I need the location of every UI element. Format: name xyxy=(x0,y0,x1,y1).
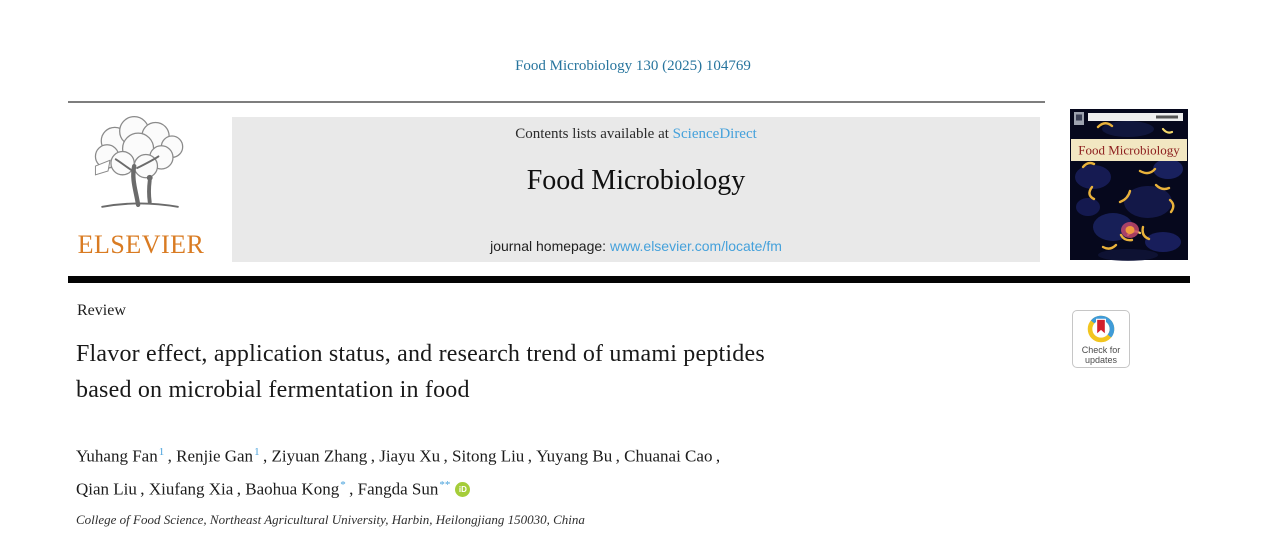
contents-text: Contents lists available at xyxy=(515,126,673,142)
author-name: Qian Liu xyxy=(76,479,137,499)
article-title-line2: based on microbial fermentation in food xyxy=(76,377,470,403)
author-footnote-mark[interactable]: 1 xyxy=(254,446,260,458)
homepage-link[interactable]: www.elsevier.com/locate/fm xyxy=(609,238,782,254)
article-title-line1: Flavor effect, application status, and r… xyxy=(76,341,765,367)
author-name: Chuanai Cao xyxy=(624,446,713,466)
cover-title-banner xyxy=(1071,139,1187,161)
author-name: Sitong Liu xyxy=(452,446,525,466)
cover-title-text: Food Microbiology xyxy=(1078,143,1180,158)
cover-top-strip xyxy=(1088,113,1183,121)
sciencedirect-link[interactable]: ScienceDirect xyxy=(672,126,757,142)
journal-title: Food Microbiology xyxy=(526,165,746,196)
check-updates-icon xyxy=(1087,315,1115,342)
elsevier-logo[interactable]: ELSEVIER xyxy=(74,110,208,260)
author-name: Yuhang Fan xyxy=(76,446,158,466)
author-name: Baohua Kong xyxy=(245,479,340,499)
author-name: Ziyuan Zhang xyxy=(271,446,368,466)
cover-texture xyxy=(1075,121,1183,261)
author-name: Jiayu Xu xyxy=(379,446,441,466)
homepage-label: journal homepage: xyxy=(490,238,610,254)
author-name: Fangda Sun xyxy=(357,479,439,499)
homepage-line: journal homepage: www.elsevier.com/locat… xyxy=(232,238,1040,254)
section-divider-bar xyxy=(68,276,1190,283)
journal-masthead-box: Contents lists available at ScienceDirec… xyxy=(232,117,1040,262)
affiliation: College of Food Science, Northeast Agric… xyxy=(76,512,585,527)
journal-cover-thumbnail[interactable]: Food Microbiology xyxy=(1068,107,1190,262)
header-divider xyxy=(68,101,1045,103)
author-name: Renjie Gan xyxy=(176,446,254,466)
orcid-icon[interactable]: iD xyxy=(455,482,471,498)
author-name: Yuyang Bu xyxy=(536,446,613,466)
article-type-label: Review xyxy=(77,302,126,319)
elsevier-tree-logo xyxy=(94,116,184,208)
article-title: Flavor effect, application status, and r… xyxy=(76,336,765,408)
author-list: Yuhang Fan1 , Renjie Gan1 , Ziyuan Zhang… xyxy=(76,446,725,499)
author-name: Xiufang Xia xyxy=(148,479,234,499)
check-updates-label: Check for updates xyxy=(1081,344,1121,365)
author-footnote-mark[interactable]: 1 xyxy=(158,446,165,458)
cover-microbe-squiggles xyxy=(1081,122,1175,250)
elsevier-wordmark: ELSEVIER xyxy=(77,230,205,259)
contents-line: Contents lists available at ScienceDirec… xyxy=(232,117,1040,143)
author-footnote-mark[interactable]: * xyxy=(340,478,346,491)
check-updates-badge[interactable]: Check for updates xyxy=(1072,310,1130,368)
journal-citation-link[interactable]: Food Microbiology 130 (2025) 104769 xyxy=(515,58,751,74)
author-footnote-mark[interactable]: ** xyxy=(439,478,451,491)
